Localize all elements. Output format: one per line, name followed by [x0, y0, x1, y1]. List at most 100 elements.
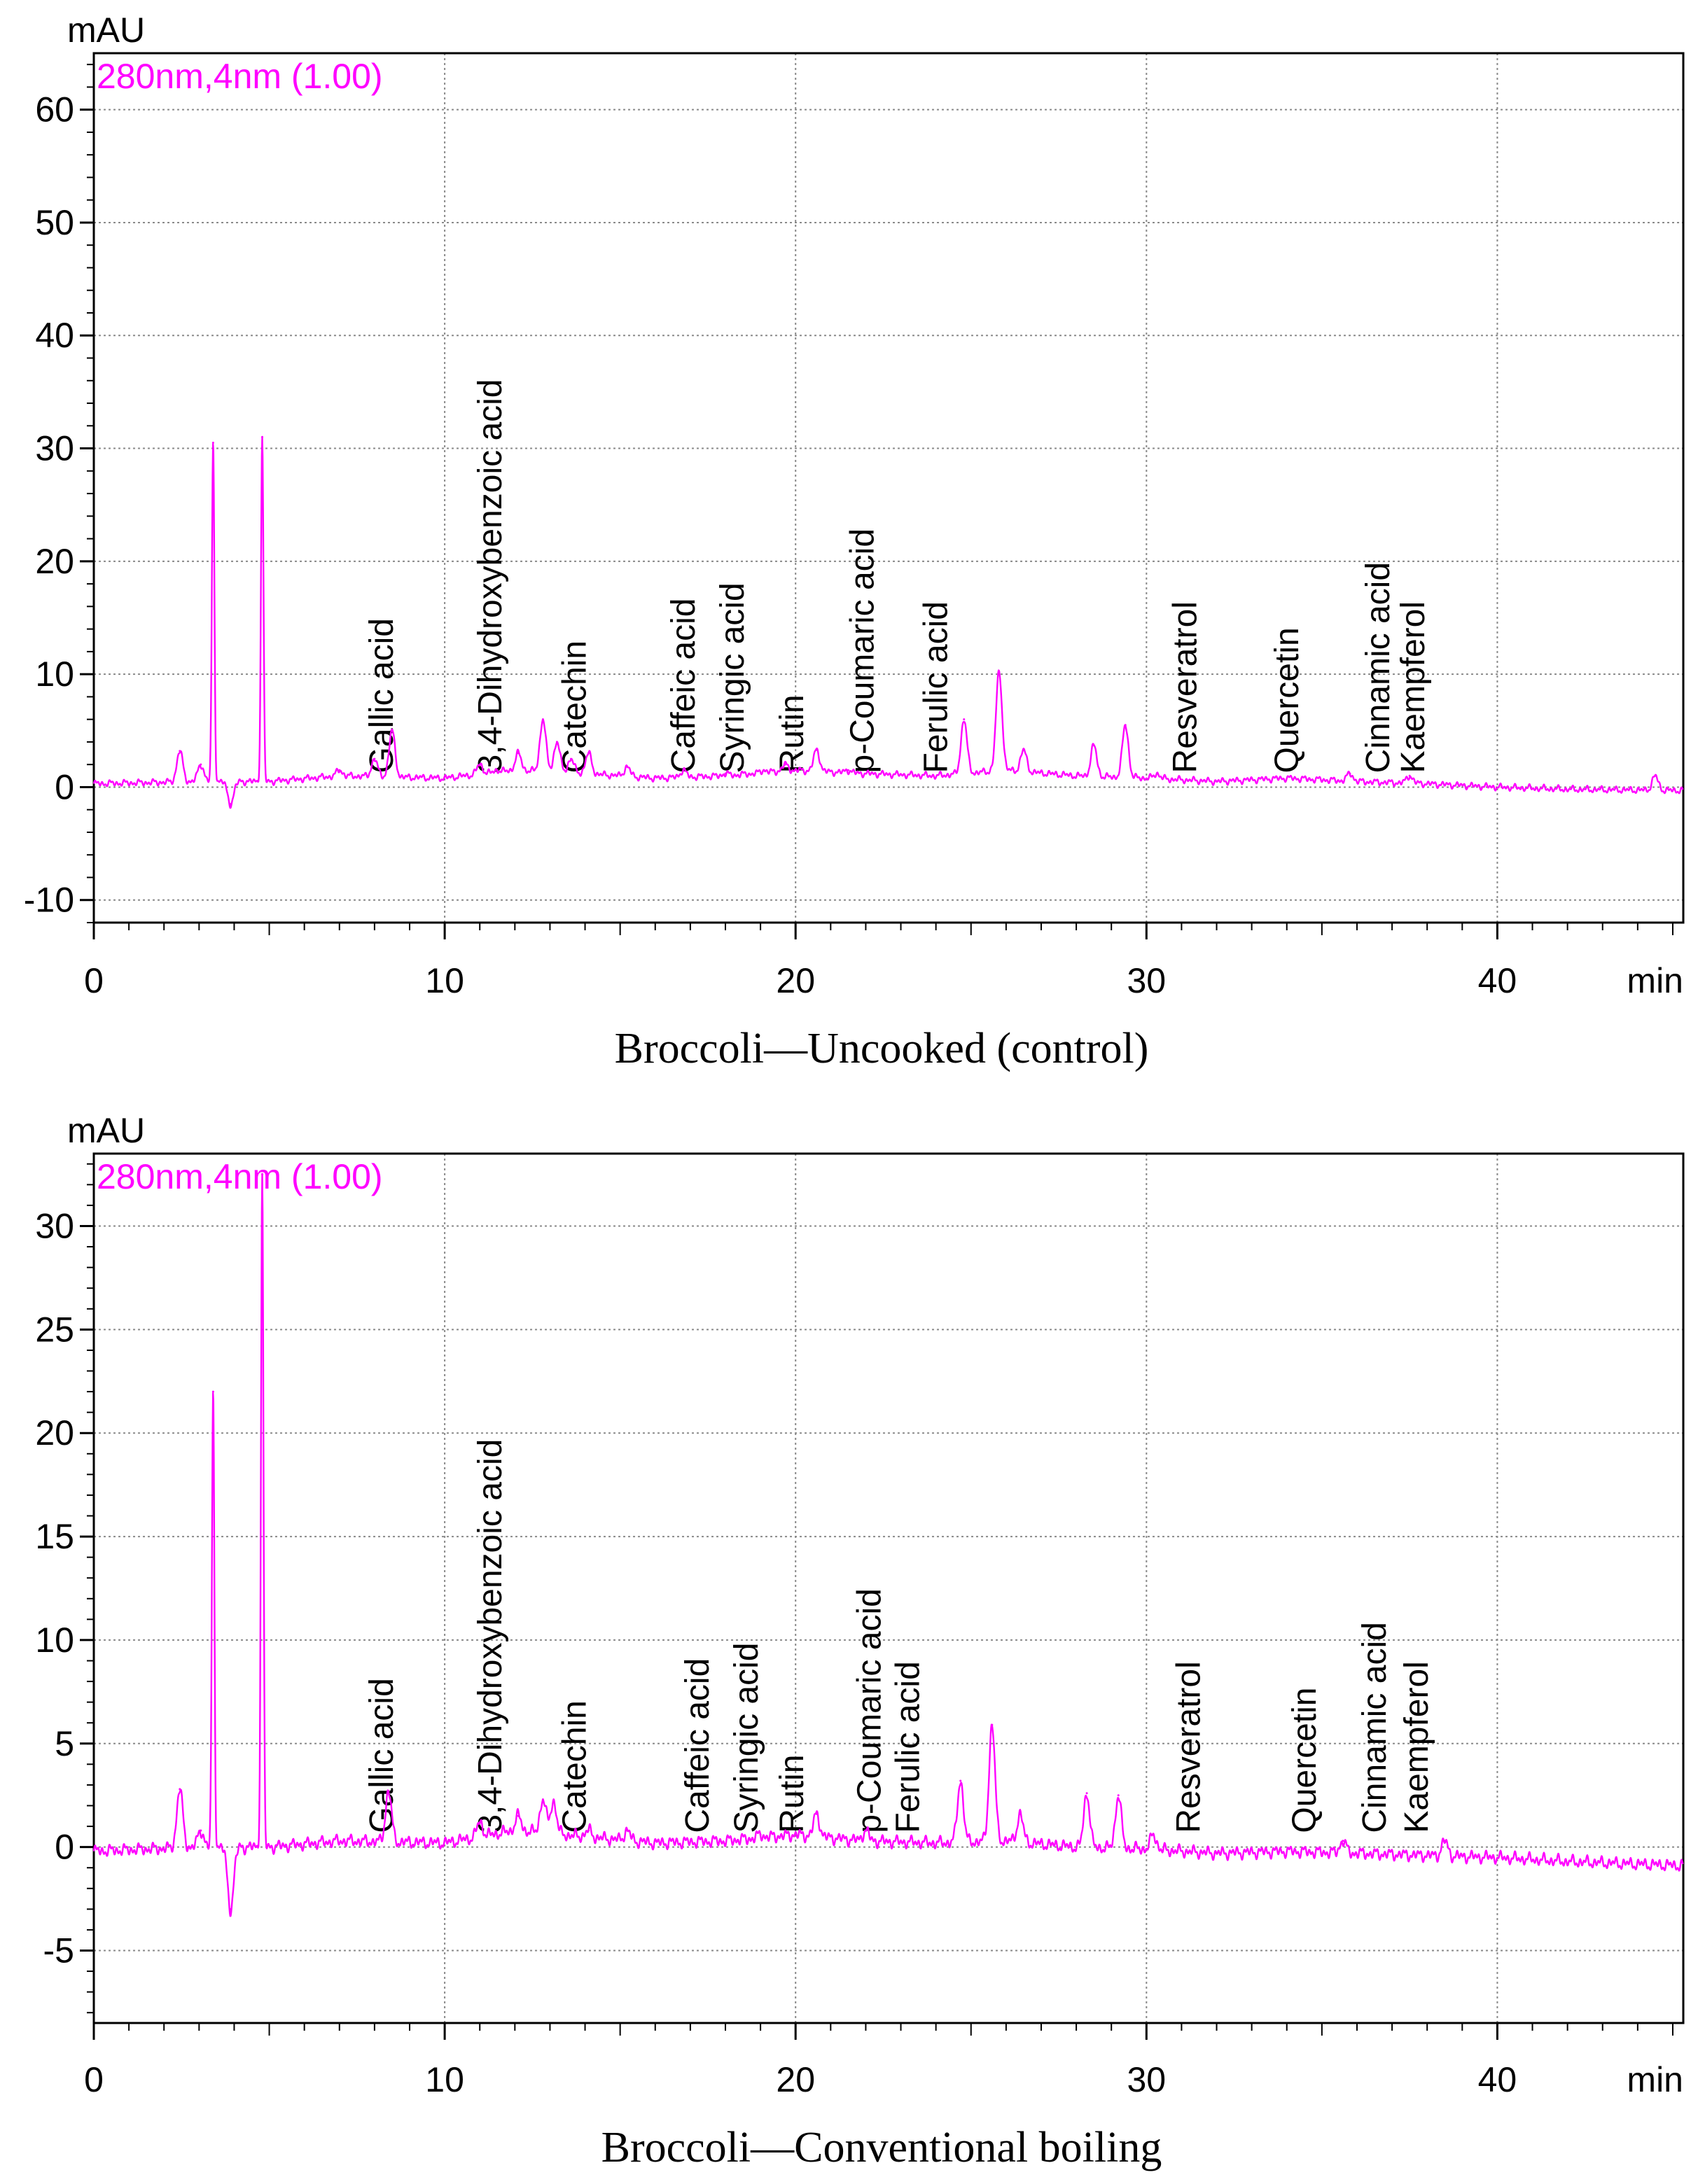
- plot-frame: [92, 52, 1685, 924]
- peak-point: [478, 763, 481, 766]
- peak-point: [626, 1829, 629, 1832]
- peak-point: [1408, 774, 1411, 777]
- compound-label: Resveratrol: [1167, 601, 1204, 773]
- peak-point: [552, 1800, 555, 1803]
- peak-point: [998, 671, 1001, 673]
- compound-label: Cinnamic acid: [1356, 1622, 1393, 1833]
- peak-point: [1152, 1833, 1155, 1836]
- x-axis-unit-label: min: [1627, 961, 1683, 1000]
- peak-point: [626, 765, 629, 768]
- peak-point: [570, 757, 573, 760]
- compound-label: p-Coumaric acid: [844, 528, 881, 773]
- compound-label: Ferulic acid: [918, 601, 955, 773]
- peak-point: [1092, 744, 1095, 747]
- y-tick-label: 20: [35, 542, 74, 581]
- peak-point: [1085, 1792, 1088, 1795]
- x-tick-label: 20: [776, 961, 815, 1000]
- peak-point: [784, 763, 786, 766]
- x-tick-label: 30: [1127, 961, 1166, 1000]
- peak-point: [1019, 1812, 1022, 1815]
- y-tick-label: 15: [35, 1517, 74, 1556]
- compound-label: p-Coumaric acid: [851, 1588, 888, 1833]
- peak-point: [338, 769, 341, 771]
- compound-label: Catechin: [557, 1700, 594, 1833]
- peak-point: [541, 718, 544, 721]
- y-tick-label: 30: [35, 429, 74, 468]
- y-tick-label: 25: [35, 1310, 74, 1349]
- y-tick-label: 10: [35, 654, 74, 694]
- x-tick-label: 20: [776, 2060, 815, 2099]
- chart-title: Broccoli—Uncooked (control): [615, 1025, 1149, 1072]
- peak-point: [1117, 1794, 1120, 1797]
- y-tick-label: 30: [35, 1207, 74, 1246]
- peak-point: [261, 1173, 264, 1176]
- compound-label: Caffeic acid: [679, 1658, 716, 1833]
- y-tick-label: 10: [35, 1620, 74, 1660]
- compound-label: Resveratrol: [1170, 1661, 1207, 1833]
- compound-label: Syringic acid: [728, 1643, 765, 1833]
- x-tick-label: 10: [425, 961, 464, 1000]
- peak-point: [1022, 748, 1025, 751]
- peak-point: [387, 1790, 390, 1793]
- peak-point: [963, 718, 966, 721]
- compound-label: Syringic acid: [714, 582, 751, 773]
- peak-point: [1654, 774, 1657, 777]
- y-tick-label: 0: [55, 1828, 74, 1867]
- peak-point: [587, 1829, 590, 1832]
- x-tick-label: 40: [1478, 2060, 1517, 2099]
- peak-point: [541, 1798, 544, 1801]
- peak-point: [261, 435, 264, 438]
- peak-point: [587, 752, 590, 755]
- peak-point: [229, 1907, 232, 1910]
- peak-point: [847, 769, 849, 771]
- compound-label: 3,4-Dihydroxybenzoic acid: [472, 1439, 509, 1833]
- compound-label: Catechin: [557, 640, 594, 773]
- peak-point: [864, 1829, 867, 1832]
- peak-point: [991, 1723, 994, 1726]
- chart-title: Broccoli—Conventional boiling: [601, 2124, 1162, 2171]
- y-tick-label: 20: [35, 1413, 74, 1452]
- compound-label: Caffeic acid: [665, 598, 702, 774]
- peak-point: [1155, 772, 1158, 775]
- peak-point: [478, 1821, 481, 1823]
- y-tick-label: 0: [55, 767, 74, 806]
- y-tick-label: 50: [35, 203, 74, 242]
- y-tick-label: -10: [24, 881, 74, 920]
- y-axis-unit-label: mAU: [67, 1111, 145, 1150]
- x-tick-label: 0: [84, 2060, 104, 2099]
- peak-point: [1124, 724, 1127, 727]
- peak-point: [211, 441, 214, 444]
- peak-point: [200, 1829, 202, 1832]
- peak-point: [724, 772, 727, 775]
- peak-point: [959, 1779, 962, 1782]
- peak-point: [815, 1812, 818, 1815]
- y-tick-label: 60: [35, 90, 74, 130]
- x-tick-label: 10: [425, 2060, 464, 2099]
- peak-point: [517, 752, 520, 755]
- peak-point: [391, 729, 394, 732]
- compound-label: Rutin: [774, 1755, 811, 1833]
- x-tick-label: 30: [1127, 2060, 1166, 2099]
- peak-point: [211, 1390, 214, 1393]
- peak-point: [1443, 1840, 1446, 1842]
- peak-point: [682, 769, 685, 771]
- y-tick-label: -5: [43, 1931, 74, 1970]
- peak-point: [179, 750, 181, 752]
- compound-label: Ferulic acid: [890, 1661, 927, 1833]
- compound-label: Quercetin: [1269, 627, 1306, 773]
- compound-label: Kaempferol: [1398, 1661, 1435, 1833]
- compound-label: Cinnamic acid: [1360, 562, 1397, 773]
- peak-point: [1349, 772, 1351, 775]
- peak-point: [229, 803, 232, 806]
- peak-point: [759, 1833, 762, 1836]
- x-tick-label: 0: [84, 961, 104, 1000]
- peak-point: [815, 748, 818, 751]
- wavelength-label: 280nm,4nm (1.00): [97, 57, 383, 96]
- compound-label: Quercetin: [1286, 1688, 1323, 1833]
- compound-label: Gallic acid: [363, 1678, 401, 1833]
- x-axis-unit-label: min: [1627, 2060, 1683, 2099]
- x-tick-label: 40: [1478, 961, 1517, 1000]
- peak-point: [1342, 1840, 1344, 1842]
- chromatogram-trace: [92, 1172, 1684, 1917]
